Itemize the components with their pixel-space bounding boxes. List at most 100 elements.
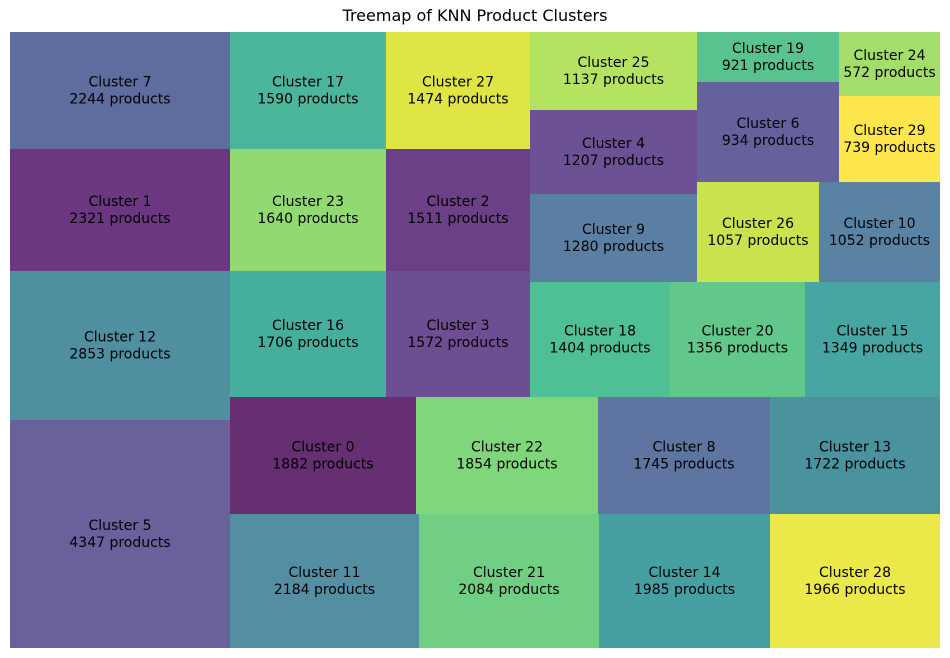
treemap-rect bbox=[697, 182, 819, 282]
treemap-rect bbox=[530, 110, 697, 194]
cell-value-label: 2244 products bbox=[69, 92, 170, 108]
cell-value-label: 1356 products bbox=[687, 341, 788, 357]
treemap-rect bbox=[10, 149, 230, 271]
treemap-rect bbox=[386, 271, 530, 397]
cell-name-label: Cluster 28 bbox=[819, 565, 891, 581]
cell-value-label: 1057 products bbox=[707, 233, 808, 249]
treemap-rect bbox=[386, 149, 530, 271]
treemap-rect bbox=[697, 82, 839, 182]
cell-value-label: 934 products bbox=[722, 133, 814, 149]
cell-name-label: Cluster 5 bbox=[88, 518, 151, 534]
cell-name-label: Cluster 0 bbox=[291, 440, 354, 456]
treemap-rect bbox=[599, 514, 770, 648]
cell-name-label: Cluster 7 bbox=[88, 75, 151, 91]
cell-value-label: 1404 products bbox=[549, 341, 650, 357]
treemap-rect bbox=[419, 514, 599, 648]
treemap-rect bbox=[230, 397, 416, 514]
cell-name-label: Cluster 9 bbox=[582, 222, 645, 238]
chart-title: Treemap of KNN Product Clusters bbox=[342, 6, 608, 25]
treemap-rect bbox=[530, 32, 697, 110]
cell-value-label: 2084 products bbox=[458, 582, 559, 598]
cell-value-label: 1985 products bbox=[634, 582, 735, 598]
treemap-rect bbox=[10, 32, 230, 149]
cell-value-label: 1854 products bbox=[456, 457, 557, 473]
cell-name-label: Cluster 29 bbox=[854, 123, 926, 139]
treemap-rect bbox=[230, 149, 386, 271]
treemap-rect bbox=[839, 32, 940, 96]
cell-value-label: 1882 products bbox=[272, 457, 373, 473]
cell-name-label: Cluster 25 bbox=[578, 55, 650, 71]
cell-value-label: 1966 products bbox=[804, 582, 905, 598]
cell-name-label: Cluster 8 bbox=[652, 440, 715, 456]
cell-value-label: 921 products bbox=[722, 58, 814, 74]
cell-value-label: 739 products bbox=[843, 140, 935, 156]
cell-name-label: Cluster 26 bbox=[722, 216, 794, 232]
cell-name-label: Cluster 16 bbox=[272, 318, 344, 334]
treemap-rect bbox=[770, 397, 940, 514]
treemap-rect bbox=[819, 182, 940, 282]
cell-value-label: 1511 products bbox=[407, 211, 508, 227]
cell-value-label: 1640 products bbox=[257, 211, 358, 227]
cell-name-label: Cluster 14 bbox=[649, 565, 721, 581]
cell-name-label: Cluster 2 bbox=[426, 194, 489, 210]
treemap-rect bbox=[770, 514, 940, 648]
cell-value-label: 1572 products bbox=[407, 335, 508, 351]
treemap-rect bbox=[230, 32, 386, 149]
cell-value-label: 2853 products bbox=[69, 347, 170, 363]
cell-name-label: Cluster 23 bbox=[272, 194, 344, 210]
cell-name-label: Cluster 13 bbox=[819, 440, 891, 456]
treemap-rect bbox=[386, 32, 530, 149]
cell-name-label: Cluster 12 bbox=[84, 330, 156, 346]
cell-name-label: Cluster 19 bbox=[732, 41, 804, 57]
cell-name-label: Cluster 17 bbox=[272, 75, 344, 91]
treemap-rect bbox=[839, 96, 940, 182]
cell-name-label: Cluster 11 bbox=[289, 565, 361, 581]
treemap-rect bbox=[530, 282, 670, 397]
treemap-rect bbox=[10, 271, 230, 420]
cell-name-label: Cluster 6 bbox=[736, 116, 799, 132]
cell-name-label: Cluster 4 bbox=[582, 136, 645, 152]
cell-name-label: Cluster 1 bbox=[88, 194, 151, 210]
cell-name-label: Cluster 3 bbox=[426, 318, 489, 334]
cell-value-label: 1590 products bbox=[257, 92, 358, 108]
cell-value-label: 1474 products bbox=[407, 92, 508, 108]
cell-value-label: 2321 products bbox=[69, 211, 170, 227]
cell-value-label: 1052 products bbox=[829, 233, 930, 249]
cell-name-label: Cluster 18 bbox=[564, 324, 636, 340]
treemap-rect bbox=[530, 194, 697, 282]
cell-value-label: 1207 products bbox=[563, 153, 664, 169]
treemap-rect bbox=[230, 514, 419, 648]
cell-value-label: 4347 products bbox=[69, 535, 170, 551]
cell-name-label: Cluster 24 bbox=[854, 48, 926, 64]
treemap-rect bbox=[598, 397, 770, 514]
cell-value-label: 1722 products bbox=[804, 457, 905, 473]
treemap-rect bbox=[10, 420, 230, 648]
cell-value-label: 1137 products bbox=[563, 72, 664, 88]
